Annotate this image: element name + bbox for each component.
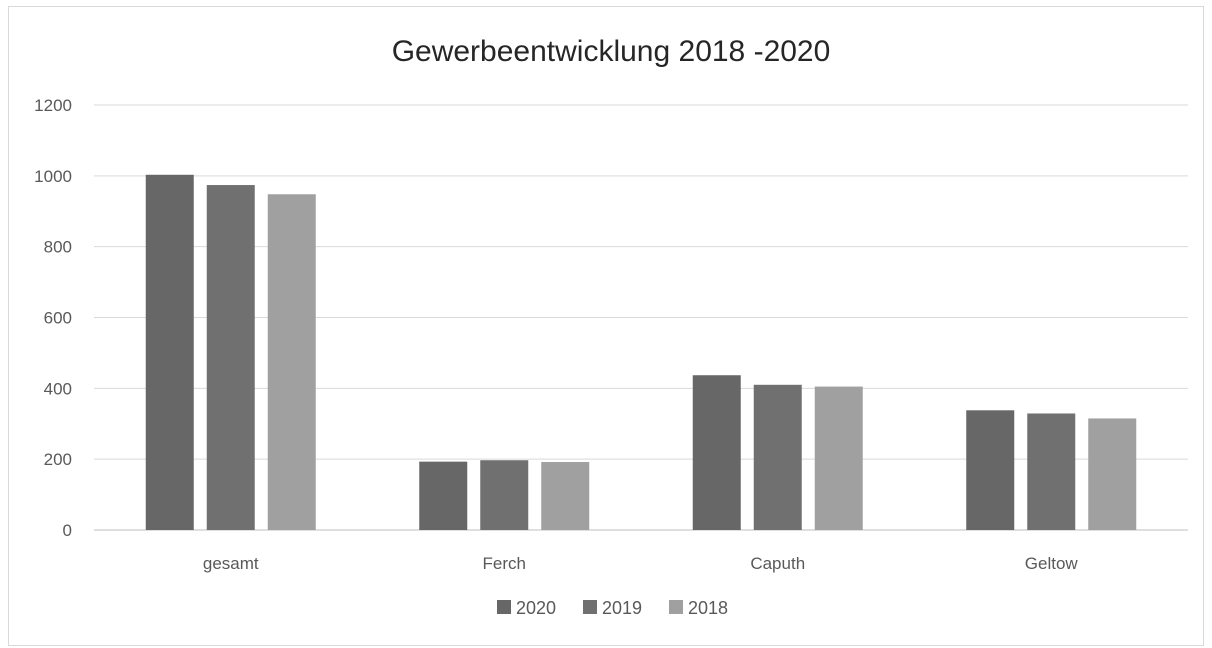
- gridlines: [94, 104, 1188, 531]
- bar-geltow-2018: [1088, 418, 1137, 530]
- y-tick-label: 1200: [34, 96, 72, 115]
- bar-ferch-2019: [480, 460, 529, 530]
- y-tick-label: 600: [44, 309, 72, 328]
- x-axis-category-labels: gesamt Ferch Caputh Geltow: [203, 554, 1079, 573]
- legend-swatch-2019: [583, 600, 597, 614]
- bar-geltow-2019: [1027, 413, 1076, 530]
- x-category-label: Caputh: [750, 554, 805, 573]
- y-tick-label: 0: [63, 521, 72, 540]
- bar-caputh-2018: [814, 386, 863, 530]
- bar-ferch-2020: [419, 461, 468, 530]
- legend-label: 2018: [688, 598, 728, 618]
- legend-label: 2019: [602, 598, 642, 618]
- bar-caputh-2020: [692, 375, 741, 530]
- y-tick-label: 1000: [34, 167, 72, 186]
- bars: [145, 174, 1137, 531]
- x-category-label: gesamt: [203, 554, 259, 573]
- y-axis-tick-labels: 0 200 400 600 800 1000 1200: [34, 96, 72, 540]
- bar-geltow-2020: [966, 410, 1015, 530]
- bar-gesamt-2018: [267, 194, 316, 530]
- bar-ferch-2018: [541, 462, 590, 530]
- bar-gesamt-2019: [206, 185, 255, 530]
- bar-caputh-2019: [753, 384, 802, 530]
- legend-label: 2020: [516, 598, 556, 618]
- x-category-label: Geltow: [1025, 554, 1079, 573]
- y-tick-label: 800: [44, 238, 72, 257]
- y-tick-label: 200: [44, 450, 72, 469]
- x-category-label: Ferch: [483, 554, 526, 573]
- chart-title: Gewerbeentwicklung 2018 -2020: [392, 35, 831, 68]
- legend-swatch-2020: [497, 600, 511, 614]
- legend: 2020 2019 2018: [497, 598, 728, 618]
- legend-swatch-2018: [669, 600, 683, 614]
- y-tick-label: 400: [44, 379, 72, 398]
- bar-gesamt-2020: [145, 174, 194, 531]
